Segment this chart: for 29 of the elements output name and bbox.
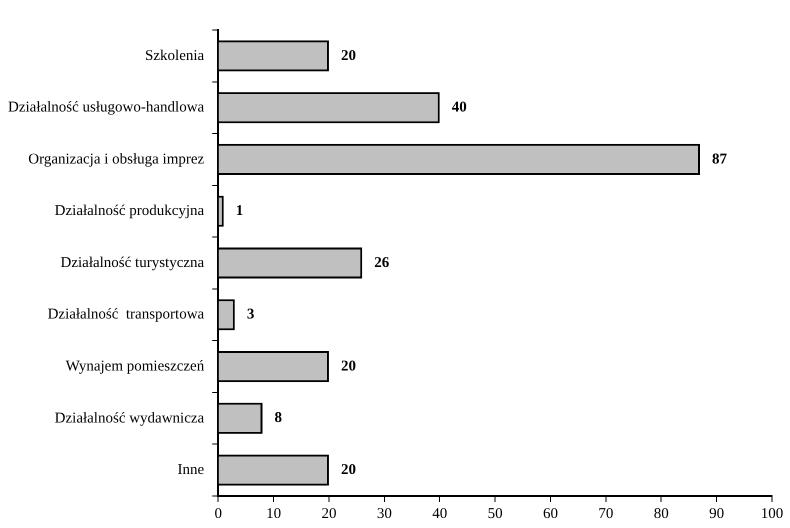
data-label: 87 [712, 151, 728, 168]
y-tick-label: Organizacja i obsługa imprez [28, 151, 205, 168]
x-tick-label: 20 [321, 506, 336, 522]
y-tick-label: Szkolenia [145, 48, 205, 64]
y-tick-label: Działalność usługowo-handlowa [8, 100, 205, 116]
data-label: 20 [340, 462, 356, 478]
y-tick-label: Działalność turystyczna [60, 254, 205, 271]
x-tick-label: 10 [266, 506, 282, 522]
y-tick-label: Działalność wydawnicza [54, 410, 205, 426]
x-tick-label: 50 [488, 506, 503, 522]
data-label: 40 [452, 100, 467, 116]
data-label: 20 [340, 358, 356, 374]
x-tick-label: 40 [432, 506, 448, 522]
data-label: 26 [374, 254, 390, 271]
x-tick-label: 80 [654, 506, 669, 522]
x-tick-label: 70 [598, 506, 614, 522]
data-label: 1 [236, 203, 244, 220]
data-label: 8 [274, 410, 282, 426]
x-tick-label: 0 [214, 506, 222, 522]
data-label: 20 [340, 48, 356, 64]
x-tick-label: 60 [542, 506, 558, 522]
y-tick-label: Działalność transportowa [48, 306, 205, 323]
y-tick-label: Wynajem pomieszczeń [66, 358, 205, 374]
data-label: 3 [246, 306, 254, 323]
y-tick-label: Działalność produkcyjna [54, 203, 205, 220]
y-tick-label: Inne [178, 462, 205, 478]
x-tick-label: 30 [376, 506, 392, 522]
x-tick-label: 90 [709, 506, 724, 522]
x-tick-label: 100 [760, 506, 784, 522]
